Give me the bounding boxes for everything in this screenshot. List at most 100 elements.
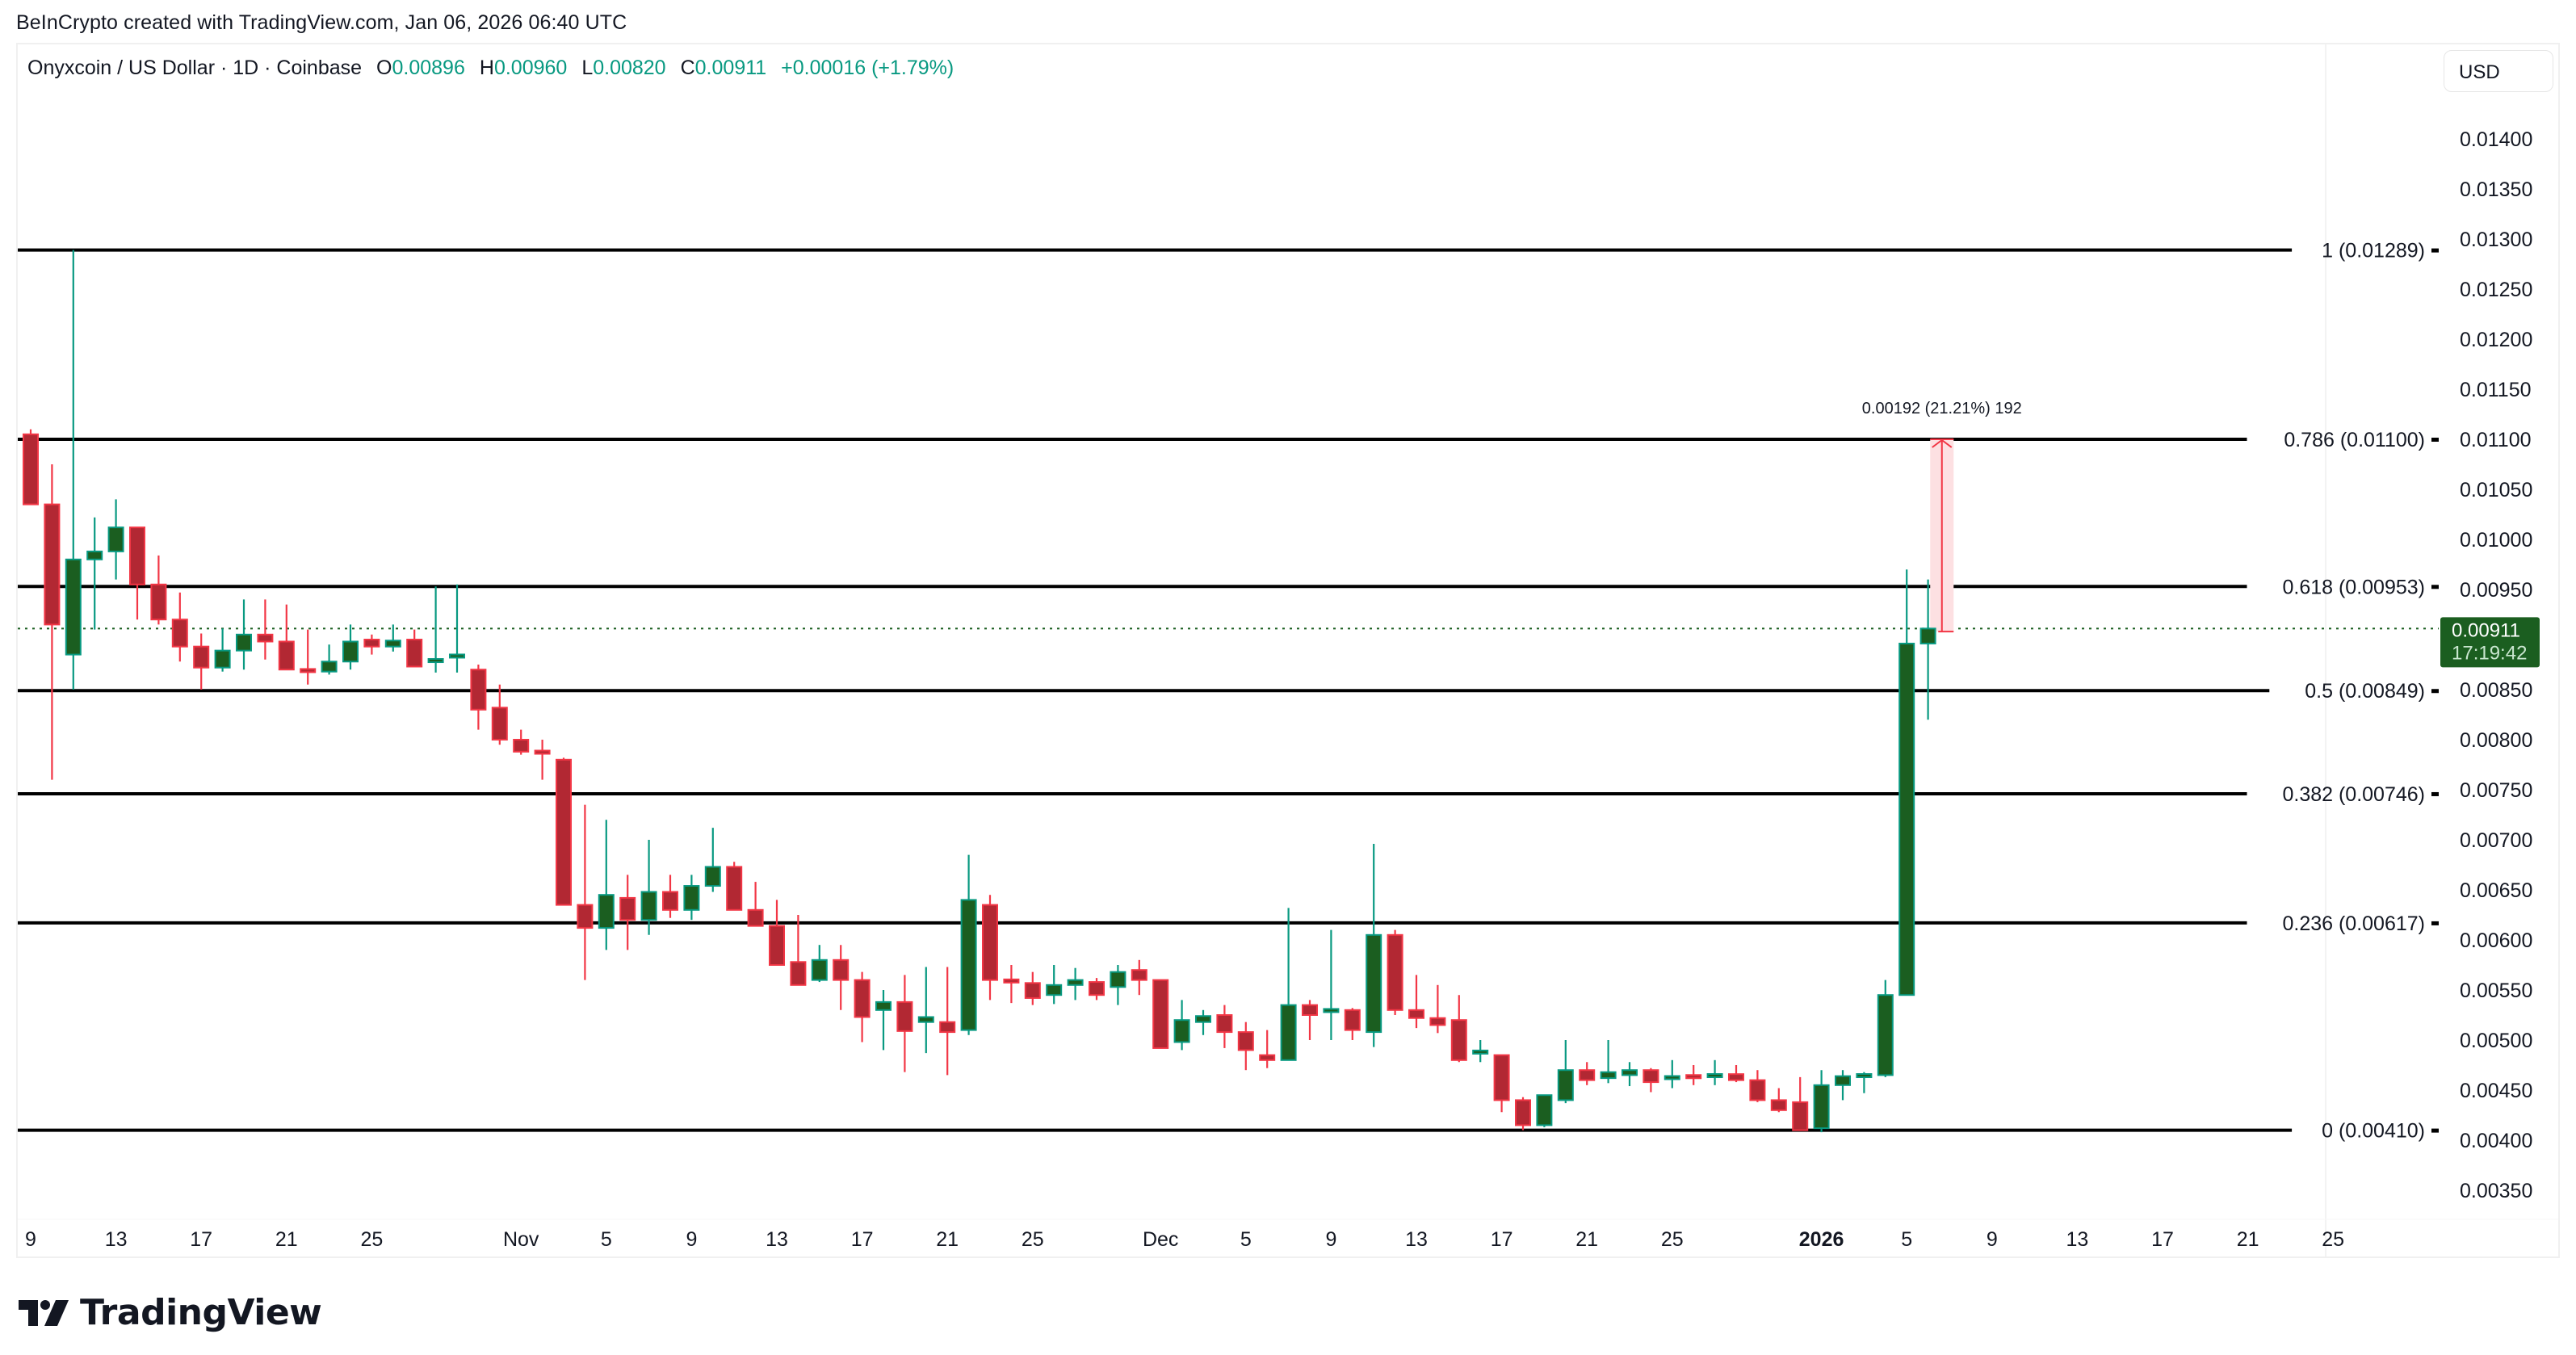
candle-body[interactable] [1536,1094,1553,1126]
candle-body[interactable] [23,433,39,506]
candle-body[interactable] [257,633,274,643]
last-price-value: 0.00911 [2452,619,2520,641]
candle-body[interactable] [833,959,850,981]
candle-body[interactable] [1216,1014,1233,1034]
candle-body[interactable] [342,640,359,663]
candle-body[interactable] [534,749,551,755]
candle-body[interactable] [640,891,657,921]
candle-body[interactable] [1622,1069,1638,1076]
candle-body[interactable] [1663,1075,1680,1080]
candle-body[interactable] [960,899,977,1031]
candle-body[interactable] [1600,1071,1617,1080]
fib-level-label: 0.786 (0.01100) [2284,429,2425,451]
candle-body[interactable] [896,1001,913,1032]
candle-body[interactable] [1110,971,1126,988]
candle-body[interactable] [65,558,82,656]
candle-body[interactable] [1131,969,1147,981]
candle-body[interactable] [747,908,764,927]
candle-body[interactable] [1685,1074,1702,1080]
candle-body[interactable] [556,758,572,906]
candle-body[interactable] [1302,1004,1318,1016]
candle-body[interactable] [384,640,401,648]
candle-body[interactable] [171,619,188,648]
candle-body[interactable] [811,959,828,981]
candle-body[interactable] [214,649,231,669]
candle-body[interactable] [1557,1069,1574,1101]
candle-body[interactable] [1046,984,1063,996]
candle-body[interactable] [875,1001,892,1011]
candle-body[interactable] [1450,1019,1467,1061]
candle-body[interactable] [236,633,252,652]
candle-body[interactable] [704,866,721,887]
candle-body[interactable] [1195,1015,1211,1023]
candle-body[interactable] [662,891,678,911]
candle-body[interactable] [449,653,465,659]
fib-level-label: 0.5 (0.00849) [2305,680,2425,703]
candle-body[interactable] [129,526,145,585]
candle-body[interactable] [769,925,785,967]
tradingview-logo[interactable]: TradingView [19,1292,322,1333]
candle-body[interactable] [917,1016,934,1023]
candle-body[interactable] [1024,982,1041,999]
candle-body[interactable] [278,640,295,671]
candle-body[interactable] [1898,642,1915,996]
candle-body[interactable] [1344,1009,1361,1031]
candle-body[interactable] [1152,979,1169,1049]
candle-body[interactable] [1643,1069,1659,1084]
fib-level-tick [2431,689,2439,694]
candle-body[interactable] [1792,1101,1809,1131]
currency-button[interactable]: USD [2444,50,2553,92]
candle-body[interactable] [598,894,615,929]
candle-body[interactable] [1366,933,1382,1034]
candle-body[interactable] [1408,1009,1424,1019]
candle-body[interactable] [1429,1017,1446,1026]
candle-body[interactable] [1089,981,1105,996]
candle-body[interactable] [790,961,807,986]
candle-body[interactable] [300,668,317,673]
candle-body[interactable] [1280,1004,1297,1061]
candle-body[interactable] [1472,1049,1489,1055]
symbol-title[interactable]: Onyxcoin / US Dollar · 1D · Coinbase [27,57,363,79]
candle-body[interactable] [1173,1019,1190,1043]
candle-body[interactable] [1770,1099,1787,1111]
candle-body[interactable] [1387,933,1403,1011]
candle-body[interactable] [150,583,167,621]
candle-body[interactable] [1493,1054,1510,1101]
candle-body[interactable] [1749,1079,1766,1101]
candle-body[interactable] [321,661,338,673]
candle-body[interactable] [1003,978,1020,984]
candle-body[interactable] [1728,1073,1744,1081]
candle-body[interactable] [1515,1099,1531,1126]
close-value: 0.00911 [694,57,767,79]
candle-body[interactable] [1067,979,1084,986]
candle-body[interactable] [939,1021,956,1034]
candle-body[interactable] [470,669,487,711]
candle-body[interactable] [44,503,61,626]
candle-body[interactable] [86,550,103,560]
candle-body[interactable] [1856,1073,1873,1079]
candle-body[interactable] [619,896,636,921]
candle-body[interactable] [427,658,444,664]
candle-body[interactable] [513,739,530,753]
candle-body[interactable] [1919,627,1936,644]
candle-body[interactable] [854,979,871,1018]
candle-body[interactable] [406,639,423,668]
candle-body[interactable] [1579,1069,1596,1081]
candle-body[interactable] [577,904,594,929]
candle-body[interactable] [726,866,743,911]
candle-body[interactable] [363,639,380,648]
candle-body[interactable] [1259,1054,1276,1061]
candle-body[interactable] [1835,1075,1851,1086]
candle-body[interactable] [1706,1073,1723,1079]
candle-body[interactable] [491,707,508,741]
candle-body[interactable] [1813,1084,1830,1130]
candle-body[interactable] [1237,1031,1254,1051]
candle-body[interactable] [982,904,998,981]
candle-body[interactable] [193,645,210,669]
candle-body[interactable] [107,526,124,552]
candle-body[interactable] [683,885,700,911]
time-axis-tick: 21 [1575,1228,1598,1251]
candle-body[interactable] [1323,1008,1340,1013]
candle-body[interactable] [1877,994,1894,1076]
